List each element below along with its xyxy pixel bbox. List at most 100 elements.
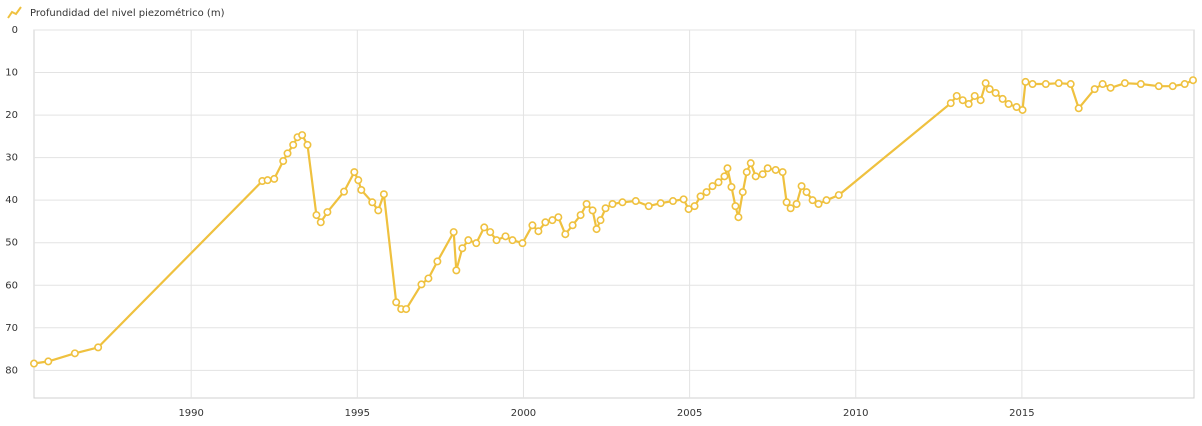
data-point	[70, 349, 79, 358]
data-point	[357, 185, 366, 194]
y-tick-label: 80	[5, 365, 18, 376]
data-point	[582, 200, 591, 209]
data-point	[970, 91, 979, 100]
data-point	[548, 216, 557, 225]
data-point	[270, 174, 279, 183]
data-point	[29, 359, 38, 368]
x-tick-label: 2015	[1009, 408, 1034, 419]
data-point	[1180, 80, 1189, 89]
data-point	[976, 96, 985, 105]
data-point	[946, 99, 955, 108]
data-point	[727, 182, 736, 191]
x-tick-label: 1995	[345, 408, 370, 419]
data-point	[316, 218, 325, 227]
data-point	[379, 190, 388, 199]
data-point	[1189, 76, 1198, 85]
data-point	[708, 182, 717, 191]
x-tick-label: 2010	[843, 408, 868, 419]
y-tick-label: 60	[5, 280, 18, 291]
data-point	[696, 192, 705, 201]
data-point	[1106, 83, 1115, 92]
data-point	[981, 79, 990, 88]
data-line	[33, 79, 1194, 365]
y-tick-label: 0	[12, 25, 18, 36]
data-point	[998, 94, 1007, 103]
data-point	[618, 198, 627, 207]
y-tick-label: 10	[5, 68, 18, 79]
data-point	[289, 140, 298, 149]
data-point	[528, 221, 537, 230]
data-point	[731, 202, 740, 211]
data-point	[746, 159, 755, 168]
data-point	[964, 100, 973, 109]
data-point	[1090, 85, 1099, 94]
data-point	[576, 211, 585, 220]
data-point	[792, 200, 801, 209]
data-point	[763, 164, 772, 173]
data-point	[1168, 82, 1177, 91]
data-point	[1054, 79, 1063, 88]
data-point	[738, 188, 747, 197]
data-point	[668, 197, 677, 206]
y-tick-label: 30	[5, 153, 18, 164]
data-point	[588, 206, 597, 215]
data-point	[1098, 80, 1107, 89]
data-point	[263, 176, 272, 185]
data-point	[985, 85, 994, 94]
data-point	[734, 213, 743, 222]
data-point	[354, 176, 363, 185]
data-point	[392, 298, 401, 307]
data-point	[720, 172, 729, 181]
data-point	[518, 239, 527, 248]
data-point	[1012, 103, 1021, 112]
data-point	[684, 205, 693, 214]
data-point	[452, 266, 461, 275]
data-point	[702, 188, 711, 197]
legend-label: Profundidad del nivel piezométrico (m)	[30, 7, 225, 19]
y-tick-label: 20	[5, 110, 18, 121]
data-point	[1041, 80, 1050, 89]
data-point	[608, 200, 617, 209]
data-point	[303, 140, 312, 149]
data-point	[561, 230, 570, 239]
data-point	[822, 196, 831, 205]
data-point	[782, 198, 791, 207]
data-point	[501, 232, 510, 241]
data-point	[656, 199, 665, 208]
x-tick-label: 2000	[511, 408, 536, 419]
data-point	[958, 96, 967, 105]
data-point	[1066, 80, 1075, 89]
data-point	[486, 228, 495, 237]
data-point	[1018, 105, 1027, 114]
plot-frame	[33, 29, 1195, 399]
data-point	[778, 168, 787, 177]
x-tick-label: 2005	[677, 408, 702, 419]
data-point	[433, 257, 442, 266]
data-point	[298, 131, 307, 140]
data-point	[568, 221, 577, 230]
data-point	[1154, 82, 1163, 91]
data-point	[472, 239, 481, 248]
data-point	[723, 164, 732, 173]
legend-icon	[7, 6, 22, 19]
data-point	[631, 197, 640, 206]
data-point	[464, 236, 473, 245]
data-point	[323, 208, 332, 217]
data-point	[424, 274, 433, 283]
data-point	[368, 198, 377, 207]
y-tick-label: 40	[5, 195, 18, 206]
y-tick-label: 50	[5, 238, 18, 249]
legend: Profundidad del nivel piezométrico (m)	[7, 6, 225, 19]
data-point	[714, 178, 723, 187]
data-point	[814, 200, 823, 209]
data-point	[690, 202, 699, 211]
data-point	[952, 91, 961, 100]
data-point	[94, 343, 103, 352]
data-point	[1136, 80, 1145, 89]
data-point	[1021, 77, 1030, 86]
data-point	[802, 188, 811, 197]
data-point	[771, 165, 780, 174]
data-point	[458, 244, 467, 253]
data-point	[592, 225, 601, 234]
